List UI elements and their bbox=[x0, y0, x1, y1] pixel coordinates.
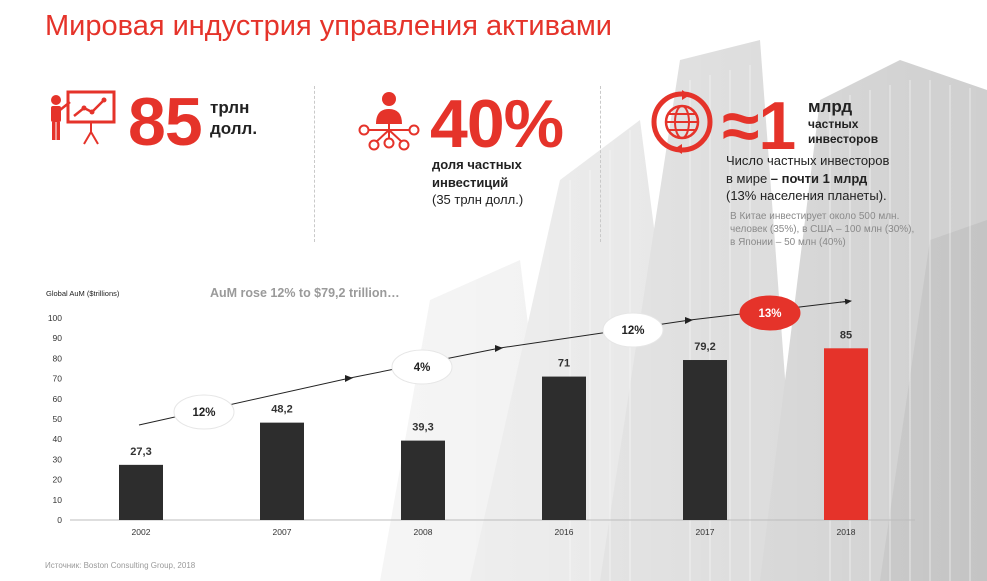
stat-investors-desc: Число частных инвесторов в мире – почти … bbox=[726, 152, 889, 205]
y-tick-label: 30 bbox=[53, 454, 63, 464]
growth-badge-label: 13% bbox=[758, 308, 781, 320]
stat-investors-desc-line3: (13% населения планеты). bbox=[726, 188, 887, 204]
stat-private-share-line3: (35 трлн долл.) bbox=[432, 192, 524, 208]
stat-assets-unit: трлн долл. bbox=[210, 97, 257, 140]
divider-1 bbox=[314, 86, 315, 242]
y-tick-label: 60 bbox=[53, 394, 63, 404]
stat-investors-note-line3: в Японии – 50 млн (40%) bbox=[730, 237, 846, 248]
y-tick-label: 10 bbox=[53, 495, 63, 505]
stat-assets-value: 85 bbox=[128, 84, 203, 160]
bar-2008 bbox=[401, 440, 445, 520]
stat-investors-note-line1: В Китае инвестирует около 500 млн. bbox=[730, 211, 900, 222]
growth-badge bbox=[391, 349, 453, 385]
stat-investors-desc-bold: – почти 1 млрд bbox=[770, 170, 868, 186]
trend-arrow-mark bbox=[685, 317, 693, 324]
bar-2002 bbox=[119, 464, 163, 520]
page-title: Мировая индустрия управления активами bbox=[45, 10, 612, 42]
bar-2017 bbox=[683, 360, 727, 520]
bar-2016 bbox=[542, 376, 586, 520]
stat-private-share-line1: доля частных bbox=[432, 157, 522, 172]
growth-badge bbox=[602, 312, 664, 348]
globe-refresh-icon bbox=[651, 90, 713, 154]
bar-value-label: 39,3 bbox=[412, 422, 433, 434]
y-tick-label: 50 bbox=[53, 414, 63, 424]
investor-network-icon bbox=[358, 92, 420, 151]
bar-value-label: 48,2 bbox=[271, 404, 292, 416]
presentation-chart-icon bbox=[51, 90, 116, 145]
stat-private-share-desc: доля частных инвестиций (35 трлн долл.) bbox=[432, 156, 523, 209]
bar-value-label: 79,2 bbox=[694, 341, 715, 353]
growth-badge-label: 4% bbox=[414, 362, 431, 374]
x-tick-label: 2018 bbox=[837, 527, 856, 537]
bar-value-label: 85 bbox=[840, 329, 852, 341]
stat-investors-unit-line3: инвесторов bbox=[808, 131, 879, 146]
bar-2007 bbox=[260, 422, 304, 520]
y-tick-label: 70 bbox=[53, 374, 63, 384]
y-tick-label: 0 bbox=[57, 515, 62, 525]
y-tick-label: 20 bbox=[53, 475, 63, 485]
y-tick-label: 100 bbox=[48, 313, 62, 323]
stat-investors-note: В Китае инвестирует около 500 млн. челов… bbox=[730, 210, 914, 249]
chart-annotation: AuM rose 12% to $79,2 trillion… bbox=[210, 286, 400, 300]
stat-investors-desc-line2: в мире – почти 1 млрд bbox=[726, 170, 889, 188]
stat-investors-desc-line1: Число частных инвесторов bbox=[726, 153, 890, 168]
stat-assets-unit-line2: долл. bbox=[210, 119, 258, 139]
x-tick-label: 2017 bbox=[696, 527, 715, 537]
stat-investors-value: ≈1 bbox=[722, 88, 796, 164]
growth-badge-label: 12% bbox=[621, 325, 644, 337]
y-tick-label: 80 bbox=[53, 353, 63, 363]
stat-investors-unit-line1: млрд bbox=[808, 97, 853, 116]
stat-assets-unit-line1: трлн bbox=[210, 98, 250, 117]
trend-arrowhead bbox=[839, 298, 852, 305]
x-tick-label: 2008 bbox=[414, 527, 433, 537]
divider-2 bbox=[600, 86, 601, 242]
bar-value-label: 71 bbox=[558, 358, 570, 370]
stat-private-share-line2: инвестиций bbox=[432, 174, 509, 190]
stat-private-share-value: 40% bbox=[430, 86, 564, 162]
source-note: Источник: Boston Consulting Group, 2018 bbox=[45, 561, 196, 570]
bar-value-label: 27,3 bbox=[130, 446, 151, 458]
y-tick-label: 40 bbox=[53, 434, 63, 444]
stat-investors-unit: млрд частных инвесторов bbox=[808, 96, 878, 146]
x-tick-label: 2002 bbox=[132, 527, 151, 537]
growth-badge bbox=[173, 394, 235, 430]
bar-2018 bbox=[824, 348, 868, 520]
trend-arrow-mark bbox=[495, 345, 503, 352]
stat-investors-unit-line2: частных bbox=[808, 117, 859, 132]
y-tick-label: 90 bbox=[53, 333, 63, 343]
growth-badge-label: 12% bbox=[192, 407, 215, 419]
x-tick-label: 2007 bbox=[273, 527, 292, 537]
trend-arrow-mark bbox=[345, 375, 353, 382]
stat-investors-note-line2: человек (35%), в США – 100 млн (30%), bbox=[730, 224, 915, 235]
stat-investors-desc-prefix: в мире bbox=[726, 170, 771, 186]
growth-badge bbox=[739, 295, 801, 331]
y-axis-label: Global AuM ($trillions) bbox=[46, 289, 120, 298]
x-tick-label: 2016 bbox=[555, 527, 574, 537]
